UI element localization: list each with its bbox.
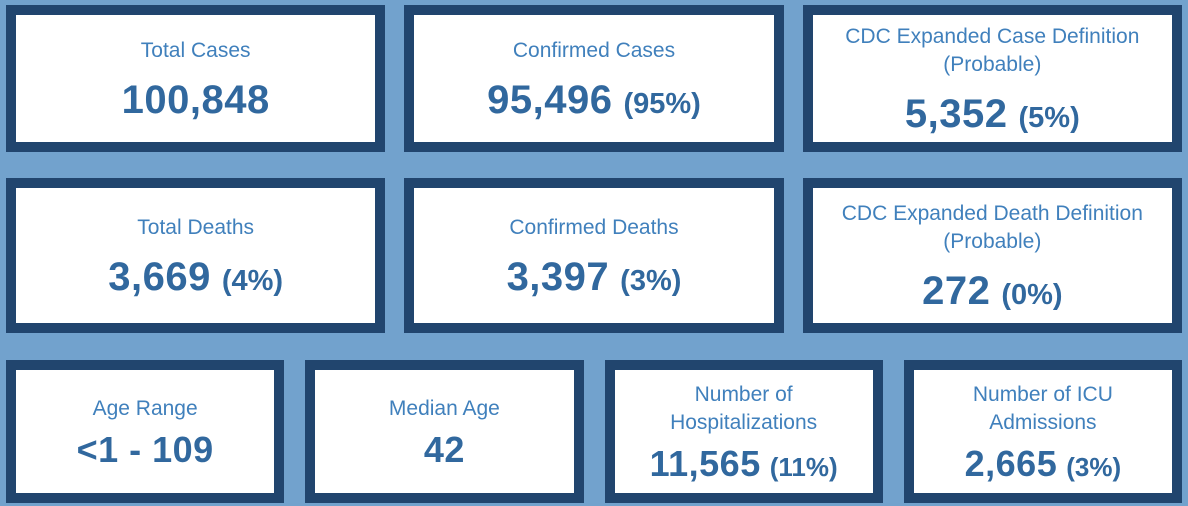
cdc-probable-deaths-label: CDC Expanded Death Definition (Probable): [841, 202, 1143, 253]
median-age-label: Median Age: [388, 396, 500, 420]
confirmed-cases-value: 95,496: [487, 77, 613, 122]
icu-admissions-percent: (3%): [1066, 452, 1122, 483]
card-cdc-probable-deaths: CDC Expanded Death Definition (Probable)…: [802, 178, 1182, 333]
cdc-probable-deaths-value-line: 272 (0%): [922, 271, 1062, 311]
hospitalizations-value: 11,565: [649, 443, 761, 485]
card-confirmed-deaths: Confirmed Deaths 3,397 (3%): [404, 178, 784, 333]
median-age-value: 42: [423, 429, 465, 471]
stats-row-cases: Total Cases 100,848 Confirmed Cases 95,4…: [6, 5, 1182, 152]
age-range-value: <1 - 109: [76, 429, 214, 471]
cdc-probable-cases-percent: (5%): [1018, 101, 1080, 134]
icu-admissions-label: Number of ICU Admissions: [972, 382, 1113, 434]
stats-row-demographics: Age Range <1 - 109 Median Age 42 Number …: [6, 360, 1182, 503]
total-deaths-value-line: 3,669 (4%): [108, 257, 283, 297]
total-cases-value-line: 100,848: [122, 80, 270, 120]
age-range-value-line: <1 - 109: [77, 432, 214, 468]
total-cases-value: 100,848: [121, 77, 270, 122]
card-total-cases: Total Cases 100,848: [6, 5, 386, 152]
total-deaths-percent: (4%): [221, 264, 284, 297]
card-confirmed-cases: Confirmed Cases 95,496 (95%): [404, 5, 784, 152]
confirmed-deaths-label: Confirmed Deaths: [509, 216, 679, 240]
card-hospitalizations: Number of Hospitalizations 11,565 (11%): [604, 360, 883, 503]
card-median-age: Median Age 42: [305, 360, 584, 503]
card-total-deaths: Total Deaths 3,669 (4%): [6, 178, 386, 333]
hospitalizations-percent: (11%): [769, 452, 838, 483]
card-cdc-probable-cases: CDC Expanded Case Definition (Probable) …: [802, 5, 1182, 152]
confirmed-cases-percent: (95%): [623, 87, 701, 120]
hospitalizations-label: Number of Hospitalizations: [670, 382, 818, 434]
total-deaths-value: 3,669: [108, 254, 211, 299]
confirmed-cases-value-line: 95,496 (95%): [487, 80, 701, 120]
confirmed-deaths-value: 3,397: [506, 254, 610, 299]
confirmed-deaths-value-line: 3,397 (3%): [507, 257, 682, 297]
median-age-value-line: 42: [424, 432, 465, 468]
confirmed-cases-label: Confirmed Cases: [512, 39, 676, 63]
cdc-probable-cases-value-line: 5,352 (5%): [905, 94, 1080, 134]
age-range-label: Age Range: [92, 396, 198, 420]
card-age-range: Age Range <1 - 109: [6, 360, 285, 503]
card-icu-admissions: Number of ICU Admissions 2,665 (3%): [903, 360, 1182, 503]
cdc-probable-deaths-percent: (0%): [1001, 278, 1063, 311]
cdc-probable-deaths-value: 272: [922, 268, 991, 313]
icu-admissions-value: 2,665: [964, 443, 1058, 485]
icu-admissions-value-line: 2,665 (3%): [965, 446, 1122, 482]
total-deaths-label: Total Deaths: [137, 216, 255, 240]
cdc-probable-cases-value: 5,352: [904, 91, 1008, 136]
total-cases-label: Total Cases: [140, 39, 251, 63]
confirmed-deaths-percent: (3%): [620, 264, 682, 297]
hospitalizations-value-line: 11,565 (11%): [650, 446, 838, 482]
stats-row-deaths: Total Deaths 3,669 (4%) Confirmed Deaths…: [6, 178, 1182, 333]
cdc-probable-cases-label: CDC Expanded Case Definition (Probable): [845, 25, 1140, 76]
